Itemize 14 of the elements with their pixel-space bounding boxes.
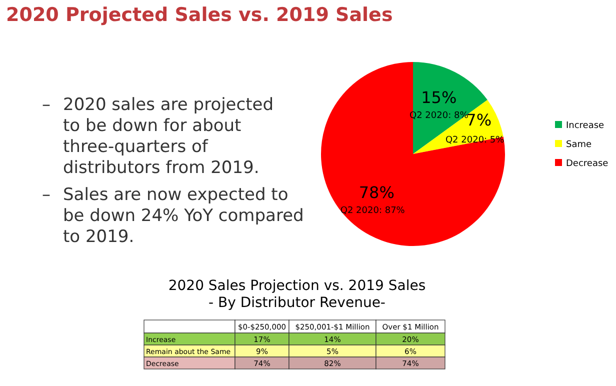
text: Q2 2020: 87%: [340, 206, 405, 216]
chart-title: 2020 Projected Sales vs. 2019 Sales: [6, 4, 393, 26]
legend-label: Increase: [566, 121, 605, 131]
pie-slice: [321, 62, 505, 246]
chart-subtitle: - By Distributor Revenue-: [208, 295, 386, 311]
legend-label: Decrease: [566, 159, 609, 169]
text: Q2 2020: 5%: [445, 136, 504, 146]
data-label: 78%: [358, 182, 394, 202]
data-label: 15%: [421, 88, 457, 108]
text: – Sales are now expected to be down 24% YoY compared to 2019.: [42, 185, 304, 247]
data-label: 7%: [466, 110, 492, 130]
legend-label: Same: [566, 140, 592, 150]
chart-title: 2020 Sales Projection vs. 2019 Sales: [168, 278, 426, 294]
text: – 2020 sales are projected to be down for about three-quarters of distributors from 2019.: [42, 95, 274, 178]
